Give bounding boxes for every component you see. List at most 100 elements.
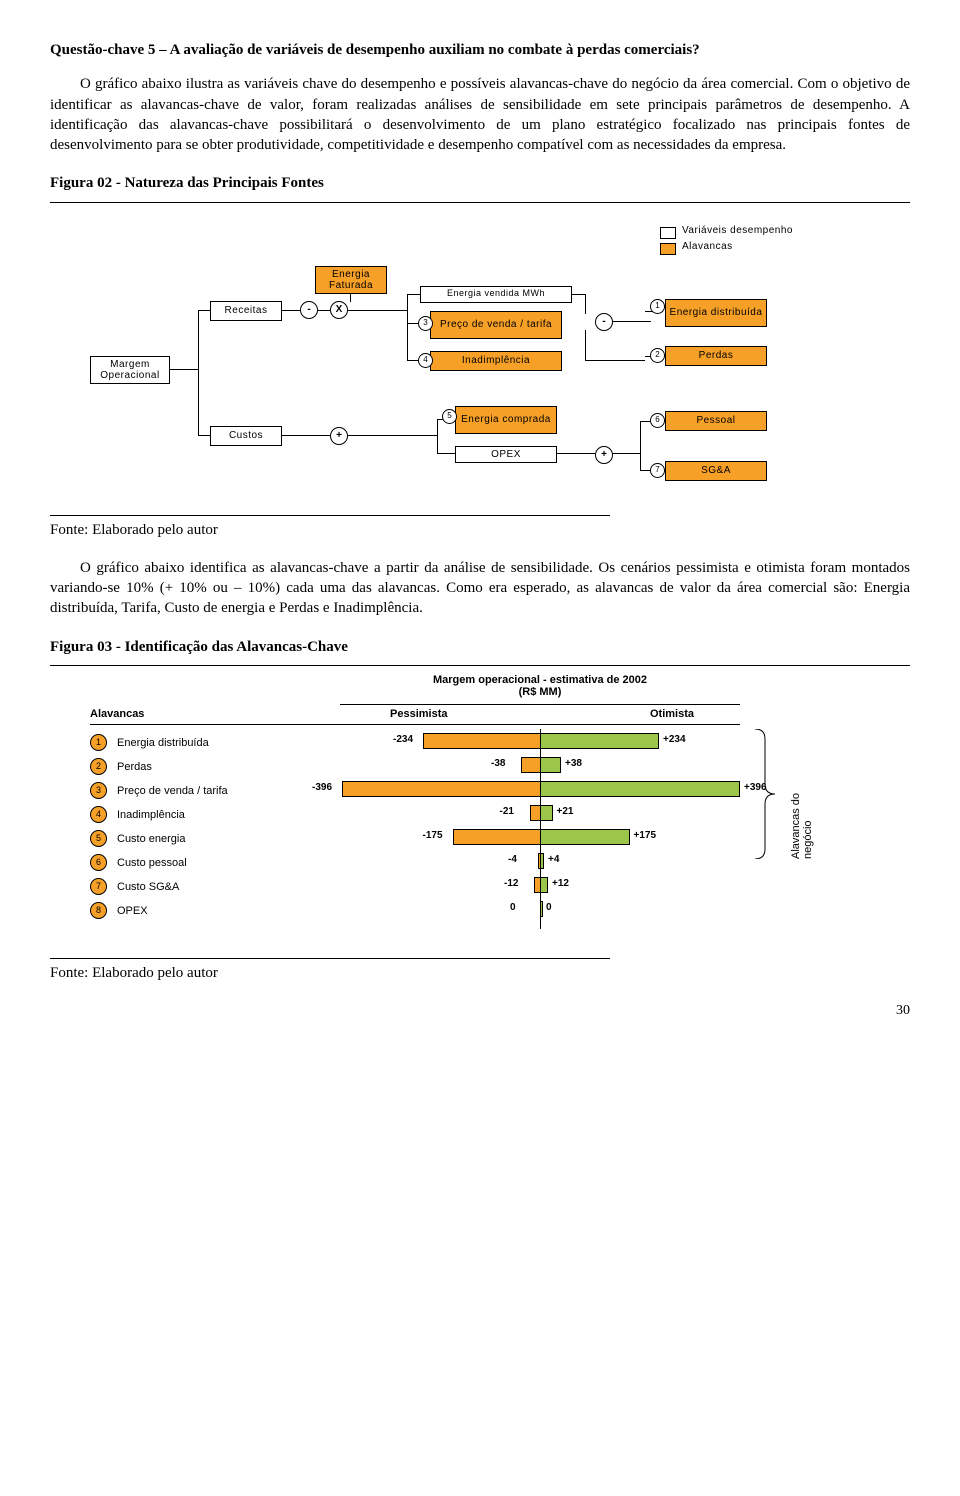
figure2-title: Figura 02 - Natureza das Principais Font… xyxy=(50,173,910,193)
bar-otimista xyxy=(540,853,544,869)
legend-swatch-variable xyxy=(660,227,676,239)
question-title: Questão-chave 5 – A avaliação de variáve… xyxy=(50,40,910,60)
lever-row: 8 OPEX xyxy=(90,900,148,922)
op-plus2: + xyxy=(595,446,613,464)
node-number-3: 3 xyxy=(418,316,433,331)
lever-row: 5 Custo energia xyxy=(90,828,186,850)
bracket-label: Alavancas do negócio xyxy=(790,779,814,859)
node-number-2: 2 xyxy=(650,348,665,363)
value-otimista: +175 xyxy=(634,830,657,841)
value-pessimista: -12 xyxy=(504,878,518,889)
value-pessimista: 0 xyxy=(510,902,516,913)
lever-number: 3 xyxy=(90,782,107,799)
col-alavancas: Alavancas xyxy=(90,708,144,720)
page-number: 30 xyxy=(50,1003,910,1019)
chart-title: Margem operacional - estimativa de 2002 … xyxy=(350,674,730,698)
lever-label: Preço de venda / tarifa xyxy=(117,785,228,797)
bar-otimista xyxy=(540,877,548,893)
lever-number: 8 xyxy=(90,902,107,919)
figure3-source: Fonte: Elaborado pelo autor xyxy=(50,963,910,983)
rule xyxy=(50,515,610,516)
lever-label: Custo energia xyxy=(117,833,186,845)
value-otimista: +38 xyxy=(565,758,582,769)
figure2-source: Fonte: Elaborado pelo autor xyxy=(50,520,910,540)
node-number-6: 6 xyxy=(650,413,665,428)
node-margem: Margem Operacional xyxy=(90,356,170,384)
rule xyxy=(50,202,910,203)
lever-label: Perdas xyxy=(117,761,152,773)
value-pessimista: -38 xyxy=(491,758,505,769)
node-energia-comprada: Energia comprada xyxy=(455,406,557,434)
value-pessimista: -234 xyxy=(393,734,413,745)
lever-row: 3 Preço de venda / tarifa xyxy=(90,780,228,802)
value-pessimista: -4 xyxy=(508,854,517,865)
bar-pessimista xyxy=(342,781,542,797)
node-number-5: 5 xyxy=(442,409,457,424)
node-energia-vendida: Energia vendida MWh xyxy=(420,286,572,303)
bar-pessimista xyxy=(521,757,542,773)
node-number-7: 7 xyxy=(650,463,665,478)
col-otimista: Otimista xyxy=(650,708,694,720)
figure3-tornado: Margem operacional - estimativa de 2002 … xyxy=(90,674,870,954)
node-perdas: Perdas xyxy=(665,346,767,366)
col-pessimista: Pessimista xyxy=(390,708,447,720)
value-pessimista: -396 xyxy=(312,782,332,793)
op-minus2: - xyxy=(595,313,613,331)
bar-pessimista xyxy=(423,733,542,749)
op-times: X xyxy=(330,301,348,319)
legend-label-variable: Variáveis desempenho xyxy=(682,225,793,236)
figure3-title: Figura 03 - Identificação das Alavancas-… xyxy=(50,637,910,657)
lever-label: Energia distribuída xyxy=(117,737,209,749)
node-preco: Preço de venda / tarifa xyxy=(430,311,562,339)
node-receitas: Receitas xyxy=(210,301,282,321)
node-pessoal: Pessoal xyxy=(665,411,767,431)
node-energia-distribuida: Energia distribuída xyxy=(665,299,767,327)
node-number-1: 1 xyxy=(650,299,665,314)
lever-number: 7 xyxy=(90,878,107,895)
bar-otimista xyxy=(540,901,543,917)
lever-number: 6 xyxy=(90,854,107,871)
node-custos: Custos xyxy=(210,426,282,446)
lever-number: 2 xyxy=(90,758,107,775)
bar-otimista xyxy=(540,781,740,797)
lever-number: 5 xyxy=(90,830,107,847)
rule xyxy=(50,665,910,666)
node-opex: OPEX xyxy=(455,446,557,463)
bracket-icon xyxy=(755,729,775,859)
bar-otimista xyxy=(540,805,553,821)
lever-number: 1 xyxy=(90,734,107,751)
node-number-4: 4 xyxy=(418,353,433,368)
value-pessimista: -21 xyxy=(500,806,514,817)
lever-label: OPEX xyxy=(117,905,148,917)
op-minus: - xyxy=(300,301,318,319)
intro-paragraph: O gráfico abaixo ilustra as variáveis ch… xyxy=(50,74,910,155)
bar-otimista xyxy=(540,733,659,749)
lever-row: 4 Inadimplência xyxy=(90,804,185,826)
lever-row: 6 Custo pessoal xyxy=(90,852,187,874)
value-otimista: +12 xyxy=(552,878,569,889)
figure2-flowchart: Variáveis desempenho Alavancas Margem Op… xyxy=(90,211,870,511)
node-energia-faturada: Energia Faturada xyxy=(315,266,387,294)
bar-pessimista xyxy=(453,829,543,845)
lever-label: Inadimplência xyxy=(117,809,185,821)
lever-number: 4 xyxy=(90,806,107,823)
node-inadimplencia: Inadimplência xyxy=(430,351,562,371)
bar-otimista xyxy=(540,757,561,773)
value-pessimista: -175 xyxy=(423,830,443,841)
node-sga: SG&A xyxy=(665,461,767,481)
rule xyxy=(50,958,610,959)
value-otimista: +21 xyxy=(557,806,574,817)
value-otimista: +234 xyxy=(663,734,686,745)
value-otimista: +4 xyxy=(548,854,559,865)
lever-row: 7 Custo SG&A xyxy=(90,876,179,898)
lever-row: 2 Perdas xyxy=(90,756,152,778)
value-otimista: 0 xyxy=(546,902,552,913)
bar-otimista xyxy=(540,829,630,845)
legend-label-lever: Alavancas xyxy=(682,241,733,252)
mid-paragraph: O gráfico abaixo identifica as alavancas… xyxy=(50,558,910,619)
op-plus1: + xyxy=(330,427,348,445)
lever-label: Custo SG&A xyxy=(117,881,179,893)
lever-label: Custo pessoal xyxy=(117,857,187,869)
lever-row: 1 Energia distribuída xyxy=(90,732,209,754)
legend-swatch-lever xyxy=(660,243,676,255)
